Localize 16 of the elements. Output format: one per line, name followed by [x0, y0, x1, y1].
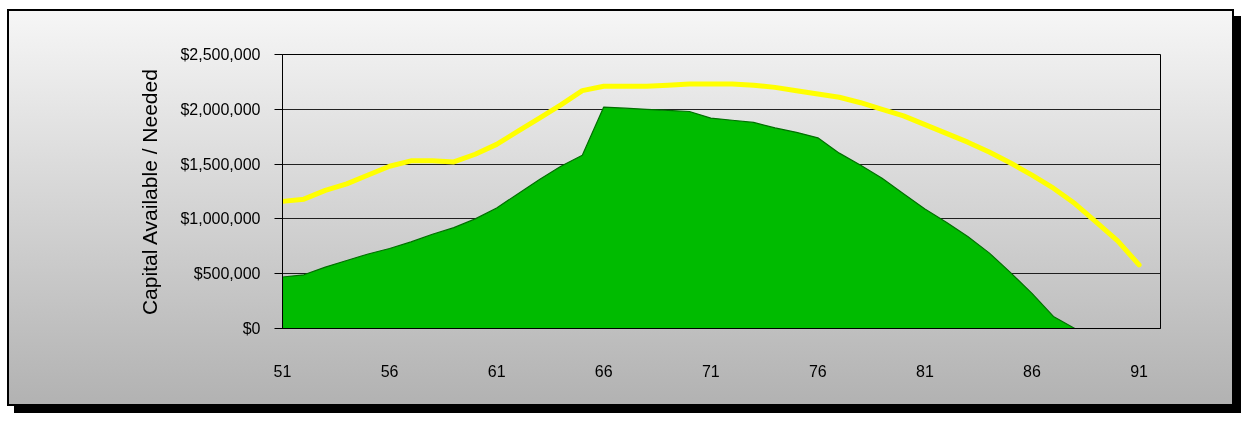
y-tick-label: $0 [242, 320, 261, 337]
y-tick-label: $2,500,000 [180, 46, 261, 63]
y-tick-label: $2,000,000 [180, 100, 261, 118]
x-tick-label: 61 [487, 362, 506, 380]
y-tick-label: $500,000 [193, 265, 261, 283]
x-tick-label: 81 [916, 362, 934, 380]
x-tick-label: 86 [1023, 362, 1042, 380]
x-tick-label: 51 [273, 362, 292, 380]
x-tick-label: 66 [594, 362, 613, 380]
x-tick-label: 91 [1130, 362, 1149, 380]
y-axis-title: Capital Available / Needed [138, 69, 162, 316]
y-tick-label: $1,000,000 [180, 210, 261, 228]
x-tick-label: 71 [701, 362, 720, 380]
x-tick-label: 56 [380, 362, 399, 380]
x-tick-label: 76 [808, 362, 827, 380]
y-tick-label: $1,500,000 [180, 155, 261, 173]
